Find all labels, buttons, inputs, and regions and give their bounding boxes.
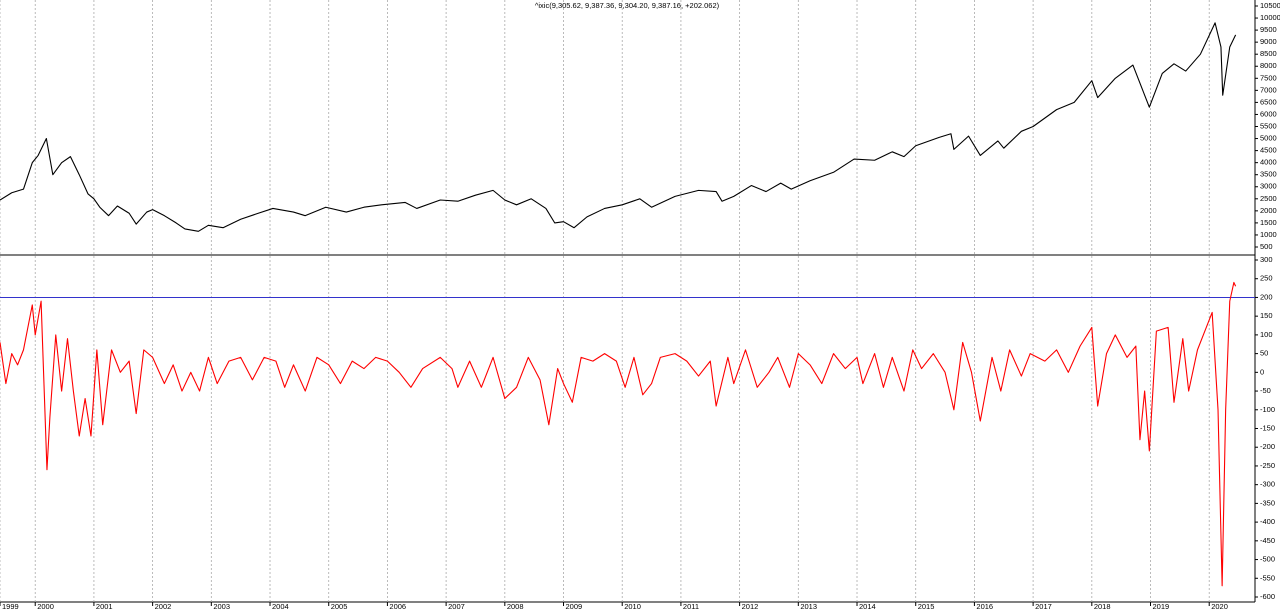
x-tick-label: 2016 <box>976 602 993 611</box>
y-tick-label: -350 <box>1260 498 1275 507</box>
y-tick-label: 6500 <box>1260 97 1277 106</box>
y-tick-label: 7000 <box>1260 85 1277 94</box>
y-tick-label: -600 <box>1260 592 1275 601</box>
x-tick-label: 2012 <box>742 602 759 611</box>
x-tick-label: 2017 <box>1035 602 1052 611</box>
x-tick-label: 2001 <box>96 602 113 611</box>
x-tick-label: 2018 <box>1094 602 1111 611</box>
y-tick-label: 150 <box>1260 311 1273 320</box>
y-tick-label: -450 <box>1260 536 1275 545</box>
x-tick-label: 2013 <box>800 602 817 611</box>
x-tick-label: 2006 <box>389 602 406 611</box>
y-tick-label: 4000 <box>1260 158 1277 167</box>
y-tick-label: 1000 <box>1260 230 1277 239</box>
y-tick-label: 5500 <box>1260 121 1277 130</box>
x-tick-label: 2008 <box>507 602 524 611</box>
x-tick-label: 2010 <box>624 602 641 611</box>
x-tick-label: 2011 <box>683 602 699 611</box>
y-tick-label: 250 <box>1260 274 1273 283</box>
x-tick-label: 2007 <box>448 602 465 611</box>
y-tick-label: -250 <box>1260 461 1275 470</box>
x-tick-label: 2009 <box>566 602 583 611</box>
y-tick-label: -150 <box>1260 423 1275 432</box>
y-tick-label: -400 <box>1260 517 1275 526</box>
y-tick-label: 8500 <box>1260 49 1277 58</box>
y-tick-label: 9000 <box>1260 37 1277 46</box>
y-tick-label: 1500 <box>1260 218 1277 227</box>
x-tick-label: 2005 <box>331 602 348 611</box>
x-tick-label: 2020 <box>1211 602 1228 611</box>
y-tick-label: -300 <box>1260 480 1275 489</box>
y-tick-label: 4500 <box>1260 146 1277 155</box>
x-tick-label: 2004 <box>272 602 289 611</box>
x-tick-label: 2003 <box>213 602 230 611</box>
y-tick-label: -200 <box>1260 442 1275 451</box>
y-tick-label: 8000 <box>1260 61 1277 70</box>
y-tick-label: 3000 <box>1260 182 1277 191</box>
y-tick-label: 5000 <box>1260 134 1277 143</box>
x-tick-label: 2000 <box>37 602 54 611</box>
y-tick-label: 200 <box>1260 292 1273 301</box>
y-tick-label: 0 <box>1260 367 1264 376</box>
y-tick-label: 300 <box>1260 255 1273 264</box>
y-tick-label: 10500 <box>1260 1 1280 10</box>
x-tick-label: 2002 <box>155 602 172 611</box>
y-tick-label: 10000 <box>1260 13 1280 22</box>
y-tick-label: 100 <box>1260 330 1273 339</box>
y-tick-label: 50 <box>1260 349 1268 358</box>
series-line <box>0 22 1237 232</box>
y-tick-label: -500 <box>1260 555 1275 564</box>
y-tick-label: -100 <box>1260 405 1275 414</box>
y-tick-label: -50 <box>1260 386 1271 395</box>
y-tick-label: 2500 <box>1260 194 1277 203</box>
x-tick-label: 2014 <box>859 602 876 611</box>
y-tick-label: 3500 <box>1260 170 1277 179</box>
x-tick-label: 2015 <box>918 602 935 611</box>
y-tick-label: 2000 <box>1260 206 1277 215</box>
y-tick-label: 7500 <box>1260 73 1277 82</box>
series-line <box>0 281 1237 587</box>
y-tick-label: 9500 <box>1260 25 1277 34</box>
chart-title: ^ixic(9,305.62, 9,387.36, 9,304.20, 9,38… <box>535 1 720 10</box>
y-tick-label: 500 <box>1260 242 1273 251</box>
x-tick-label: 2019 <box>1153 602 1170 611</box>
y-tick-label: 6000 <box>1260 109 1277 118</box>
x-tick-label: 1999 <box>2 602 19 611</box>
y-tick-label: -550 <box>1260 573 1275 582</box>
